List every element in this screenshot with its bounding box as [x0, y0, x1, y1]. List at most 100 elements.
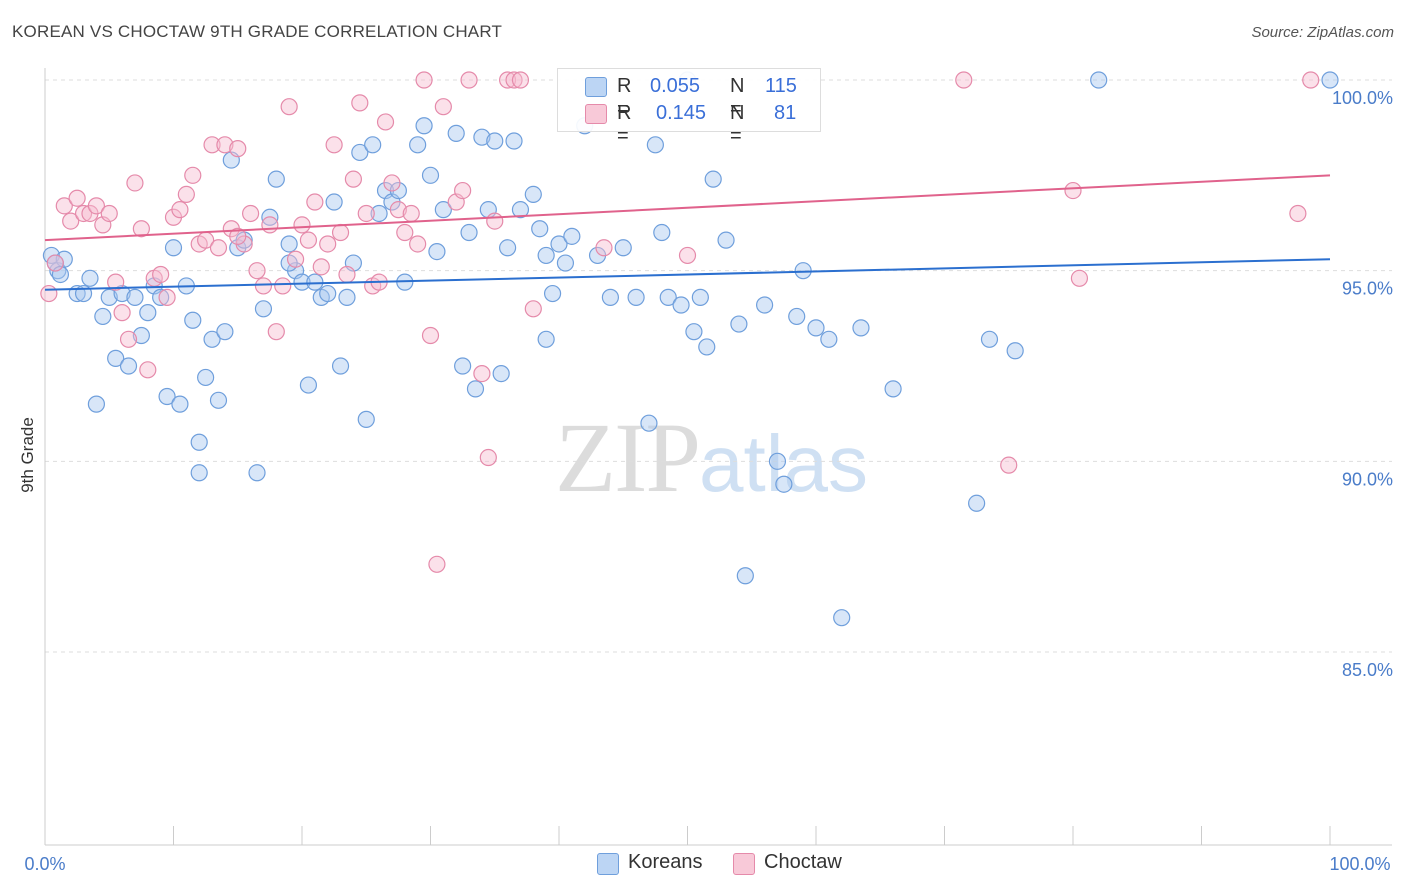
- choctaw-point-68: [499, 71, 517, 89]
- korean-point-17: [164, 239, 183, 257]
- choctaw-point-11: [113, 304, 131, 322]
- choctaw-point-53: [383, 174, 401, 192]
- korean-point-101: [968, 494, 986, 512]
- korean-point-6: [94, 307, 112, 326]
- korean-point-48: [370, 204, 388, 223]
- y-axis-label: 9th Grade: [18, 417, 37, 493]
- koreans-r-value: 0.055: [650, 75, 701, 97]
- choctaw-point-37: [280, 98, 298, 116]
- choctaw-point-71: [524, 300, 542, 318]
- choctaw-point-72: [595, 239, 613, 257]
- choctaw-point-63: [454, 181, 472, 200]
- korean-point-58: [460, 223, 478, 242]
- choctaw-point-17: [152, 265, 170, 284]
- korean-point-111: [434, 201, 452, 219]
- choctaw-point-7: [87, 197, 106, 215]
- korean-point-30: [248, 464, 266, 482]
- korean-point-98: [833, 609, 851, 627]
- choctaw-point-46: [338, 265, 356, 284]
- korean-point-90: [736, 567, 754, 585]
- korean-point-66: [511, 201, 530, 219]
- choctaw-point-52: [376, 113, 395, 131]
- korean-point-12: [132, 326, 150, 345]
- choctaw-point-60: [428, 555, 446, 573]
- choctaw-point-43: [319, 235, 337, 253]
- korean-point-80: [653, 223, 671, 242]
- korean-point-71: [550, 235, 568, 253]
- korean-point-31: [254, 300, 273, 318]
- choctaw-point-13: [126, 174, 144, 192]
- y-tick-label-1: 95.0%: [1342, 279, 1393, 299]
- korean-point-94: [788, 307, 806, 326]
- y-tick-label-2: 90.0%: [1342, 469, 1393, 489]
- choctaw-r-label: R =: [617, 102, 632, 147]
- choctaw-point-0: [40, 284, 58, 303]
- choctaw-point-9: [100, 204, 118, 223]
- koreans-legend-label: Koreans: [628, 851, 703, 873]
- choctaw-point-21: [177, 185, 195, 203]
- koreans-n-value: 115: [765, 75, 797, 97]
- korean-point-26: [216, 323, 234, 341]
- choctaw-point-39: [293, 216, 311, 234]
- choctaw-point-15: [139, 361, 157, 379]
- korean-point-64: [499, 239, 517, 257]
- choctaw-legend-label: Choctaw: [764, 851, 842, 873]
- korean-point-36: [293, 273, 311, 291]
- choctaw-point-38: [286, 250, 305, 268]
- choctaw-legend-swatch: [733, 853, 755, 875]
- korean-point-40: [319, 284, 337, 303]
- korean-point-15: [152, 288, 170, 306]
- legend-stats: R = 0.055 N = 115 R = 0.145 N = 81: [557, 68, 821, 147]
- korean-point-103: [1006, 342, 1024, 360]
- choctaw-point-12: [119, 330, 138, 348]
- korean-point-20: [184, 311, 202, 329]
- koreans-swatch: [585, 77, 607, 97]
- korean-point-16: [158, 387, 176, 406]
- korean-point-86: [698, 338, 716, 356]
- korean-point-68: [531, 220, 549, 238]
- korean-point-69: [537, 246, 555, 265]
- choctaw-point-47: [344, 170, 362, 188]
- korean-trend-line: [44, 258, 1331, 291]
- choctaw-point-64: [460, 71, 478, 89]
- korean-point-84: [685, 323, 703, 341]
- choctaw-point-56: [402, 204, 420, 223]
- korean-point-4: [81, 269, 99, 287]
- choctaw-point-70: [511, 71, 530, 89]
- choctaw-point-49: [357, 204, 375, 223]
- korean-point-62: [486, 132, 504, 150]
- korean-point-72: [556, 254, 575, 272]
- korean-point-5: [87, 395, 106, 413]
- y-tick-label-3: 85.0%: [1342, 660, 1393, 680]
- choctaw-point-34: [261, 216, 279, 234]
- korean-point-18: [171, 395, 189, 413]
- watermark: ZIPatlas: [555, 400, 868, 515]
- choctaw-point-42: [312, 258, 330, 276]
- korean-point-97: [820, 330, 838, 348]
- korean-point-8: [107, 349, 125, 367]
- korean-point-93: [775, 475, 793, 493]
- korean-point-100: [884, 380, 902, 398]
- choctaw-point-65: [473, 365, 491, 383]
- choctaw-point-58: [415, 71, 433, 89]
- choctaw-point-5: [74, 204, 93, 223]
- korean-point-55: [428, 243, 446, 261]
- choctaw-trend-line: [44, 174, 1331, 242]
- korean-point-56: [447, 124, 465, 142]
- choctaw-point-25: [203, 136, 221, 154]
- korean-point-87: [704, 170, 722, 188]
- watermark-atlas: atlas: [699, 419, 868, 508]
- choctaw-point-32: [248, 262, 266, 280]
- choctaw-point-27: [216, 136, 234, 154]
- korean-point-76: [601, 288, 620, 306]
- choctaw-point-54: [389, 201, 407, 219]
- choctaw-n-label: N =: [730, 102, 745, 147]
- korean-point-41: [325, 193, 343, 211]
- choctaw-point-75: [1000, 456, 1018, 474]
- korean-point-33: [267, 170, 285, 188]
- choctaw-point-76: [1064, 181, 1082, 200]
- korean-point-7: [100, 288, 118, 306]
- choctaw-swatch: [585, 104, 607, 124]
- choctaw-point-48: [351, 94, 369, 112]
